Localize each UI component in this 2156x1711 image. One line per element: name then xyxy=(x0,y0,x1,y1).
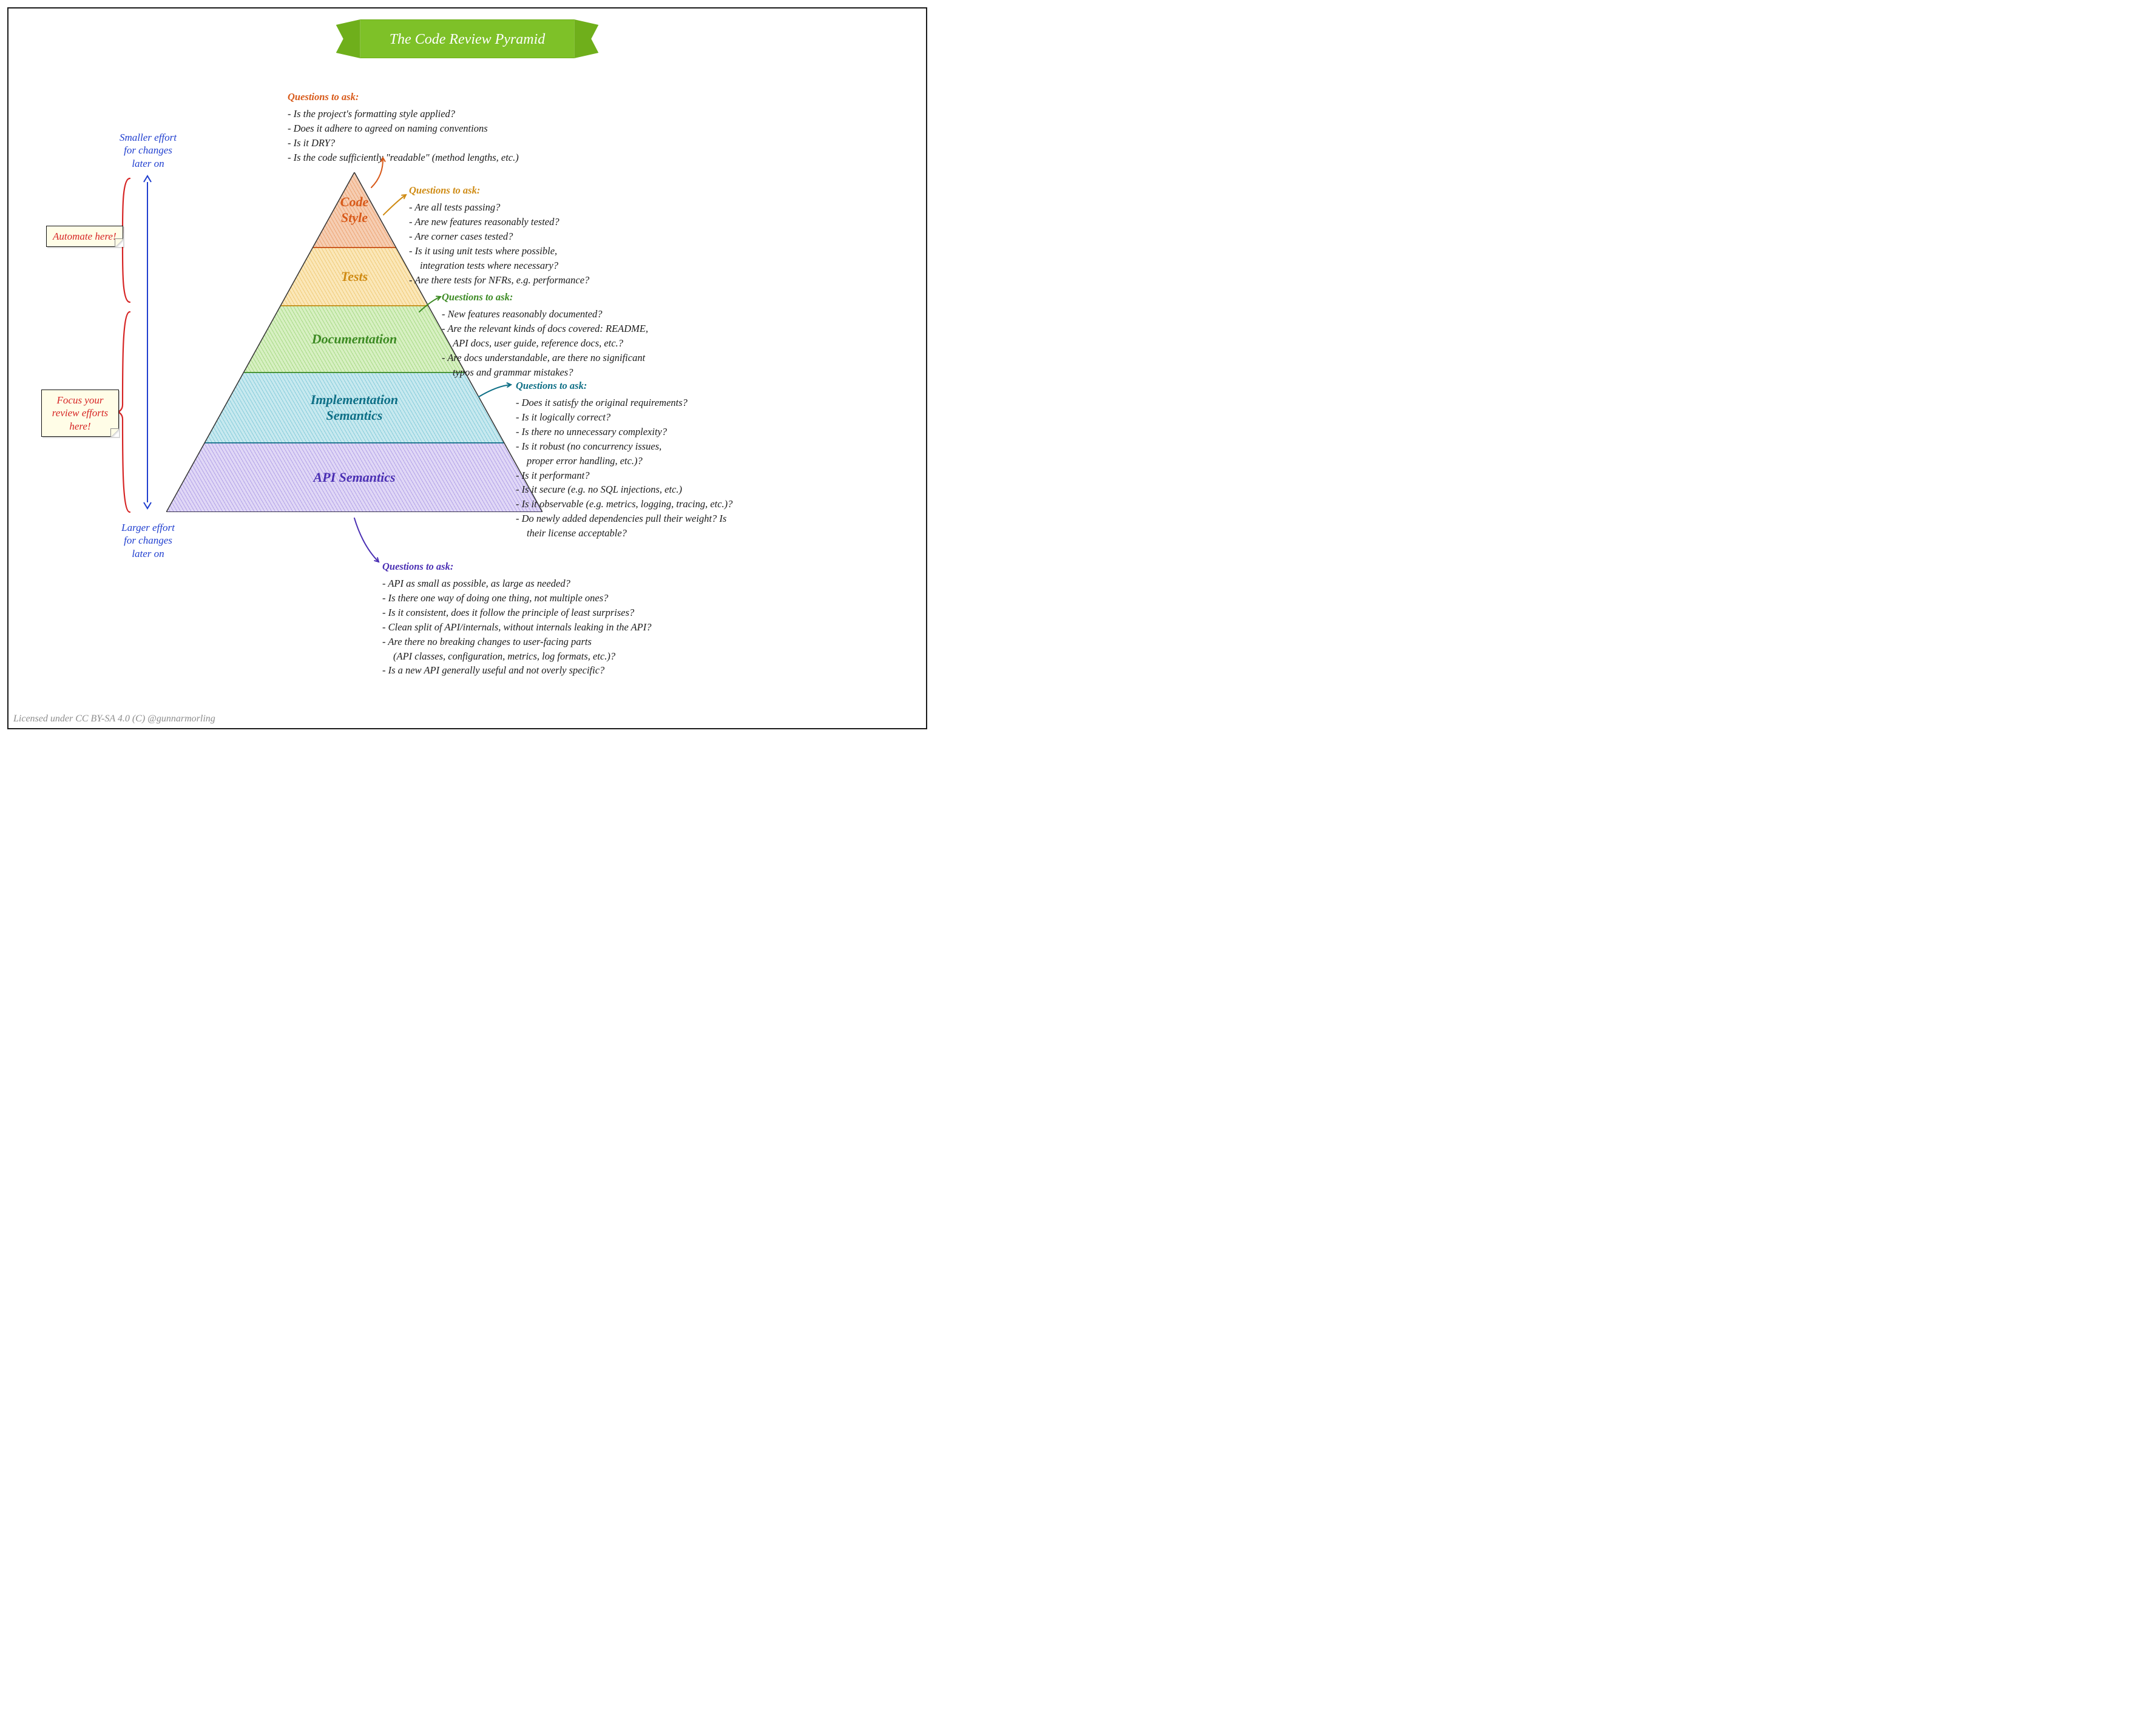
diagram-frame: The Code Review Pyramid Smaller effortfo… xyxy=(7,7,927,729)
questions-list: Does it satisfy the original requirement… xyxy=(516,396,856,541)
effort-label-top: Smaller effortfor changeslater on xyxy=(100,131,197,170)
question-item: API docs, user guide, reference docs, et… xyxy=(442,336,769,351)
question-item: Is it consistent, does it follow the pri… xyxy=(382,606,807,620)
question-item: their license acceptable? xyxy=(516,526,856,541)
question-item: typos and grammar mistakes? xyxy=(442,365,769,380)
questions-heading: Questions to ask: xyxy=(516,379,856,393)
questions-api: Questions to ask: API as small as possibl… xyxy=(382,559,807,678)
banner-title: The Code Review Pyramid xyxy=(360,19,575,58)
question-item: Does it satisfy the original requirement… xyxy=(516,396,856,410)
question-item: Are there no breaking changes to user-fa… xyxy=(382,635,807,649)
question-item: Is the project's formatting style applie… xyxy=(288,107,676,121)
questions-impl: Questions to ask: Does it satisfy the ori… xyxy=(516,379,856,541)
questions-documentation: Questions to ask: New features reasonably… xyxy=(442,290,769,380)
question-item: Is it observable (e.g. metrics, logging,… xyxy=(516,497,856,511)
note-fold-icon xyxy=(115,238,123,247)
connector-arrow-documentation xyxy=(413,291,447,318)
question-item: Are the relevant kinds of docs covered: … xyxy=(442,322,769,336)
banner-tail-left xyxy=(336,19,360,58)
note-fold-icon xyxy=(110,428,119,437)
question-item: Is it secure (e.g. no SQL injections, et… xyxy=(516,482,856,497)
question-item: Is it using unit tests where possible, xyxy=(409,244,725,258)
connector-arrow-api xyxy=(348,512,385,568)
questions-heading: Questions to ask: xyxy=(288,90,676,104)
note-focus-text: Focus yourreview effortshere! xyxy=(52,394,108,432)
questions-heading: Questions to ask: xyxy=(382,559,807,574)
questions-list: API as small as possible, as large as ne… xyxy=(382,576,807,678)
questions-tests: Questions to ask:Are all tests passing?A… xyxy=(409,183,725,287)
effort-arrow-shaft xyxy=(147,182,148,502)
question-item: proper error handling, etc.)? xyxy=(516,454,856,468)
question-item: Is it robust (no concurrency issues, xyxy=(516,439,856,454)
question-item: integration tests where necessary? xyxy=(409,258,725,273)
question-item: Is there one way of doing one thing, not… xyxy=(382,591,807,606)
questions-list: New features reasonably documented?Are t… xyxy=(442,307,769,380)
question-item: Do newly added dependencies pull their w… xyxy=(516,511,856,526)
question-item: Are corner cases tested? xyxy=(409,229,725,244)
question-item: Is it performant? xyxy=(516,468,856,483)
connector-arrow-impl xyxy=(473,379,517,403)
questions-list: Is the project's formatting style applie… xyxy=(288,107,676,165)
banner-tail-right xyxy=(574,19,598,58)
note-focus: Focus yourreview effortshere! xyxy=(41,390,119,437)
question-item: (API classes, configuration, metrics, lo… xyxy=(382,649,807,664)
question-item: Are there tests for NFRs, e.g. performan… xyxy=(409,273,725,288)
title-banner: The Code Review Pyramid xyxy=(336,19,599,58)
question-item: Are new features reasonably tested? xyxy=(409,215,725,229)
question-item: Is there no unnecessary complexity? xyxy=(516,425,856,439)
questions-list: Are all tests passing?Are new features r… xyxy=(409,200,725,288)
question-item: New features reasonably documented? xyxy=(442,307,769,322)
questions-heading: Questions to ask: xyxy=(442,290,769,305)
connector-arrow-tests xyxy=(377,189,412,221)
question-item: API as small as possible, as large as ne… xyxy=(382,576,807,591)
question-item: Clean split of API/internals, without in… xyxy=(382,620,807,635)
question-item: Does it adhere to agreed on naming conve… xyxy=(288,121,676,136)
question-item: Are docs understandable, are there no si… xyxy=(442,351,769,365)
questions-code_style: Questions to ask: Is the project's format… xyxy=(288,90,676,165)
effort-arrow xyxy=(142,172,153,512)
question-item: Is it logically correct? xyxy=(516,410,856,425)
effort-label-bottom: Larger effortfor changeslater on xyxy=(100,521,197,560)
question-item: Is the code sufficiently "readable" (met… xyxy=(288,150,676,165)
question-item: Are all tests passing? xyxy=(409,200,725,215)
connector-arrow-code_style xyxy=(365,152,390,194)
questions-heading: Questions to ask: xyxy=(409,183,725,198)
question-item: Is it DRY? xyxy=(288,136,676,150)
note-automate-text: Automate here! xyxy=(53,231,117,242)
note-automate: Automate here! xyxy=(46,226,123,247)
license-text: Licensed under CC BY-SA 4.0 (C) @gunnarm… xyxy=(13,714,215,724)
arrow-down-icon xyxy=(143,500,152,510)
question-item: Is a new API generally useful and not ov… xyxy=(382,663,807,678)
